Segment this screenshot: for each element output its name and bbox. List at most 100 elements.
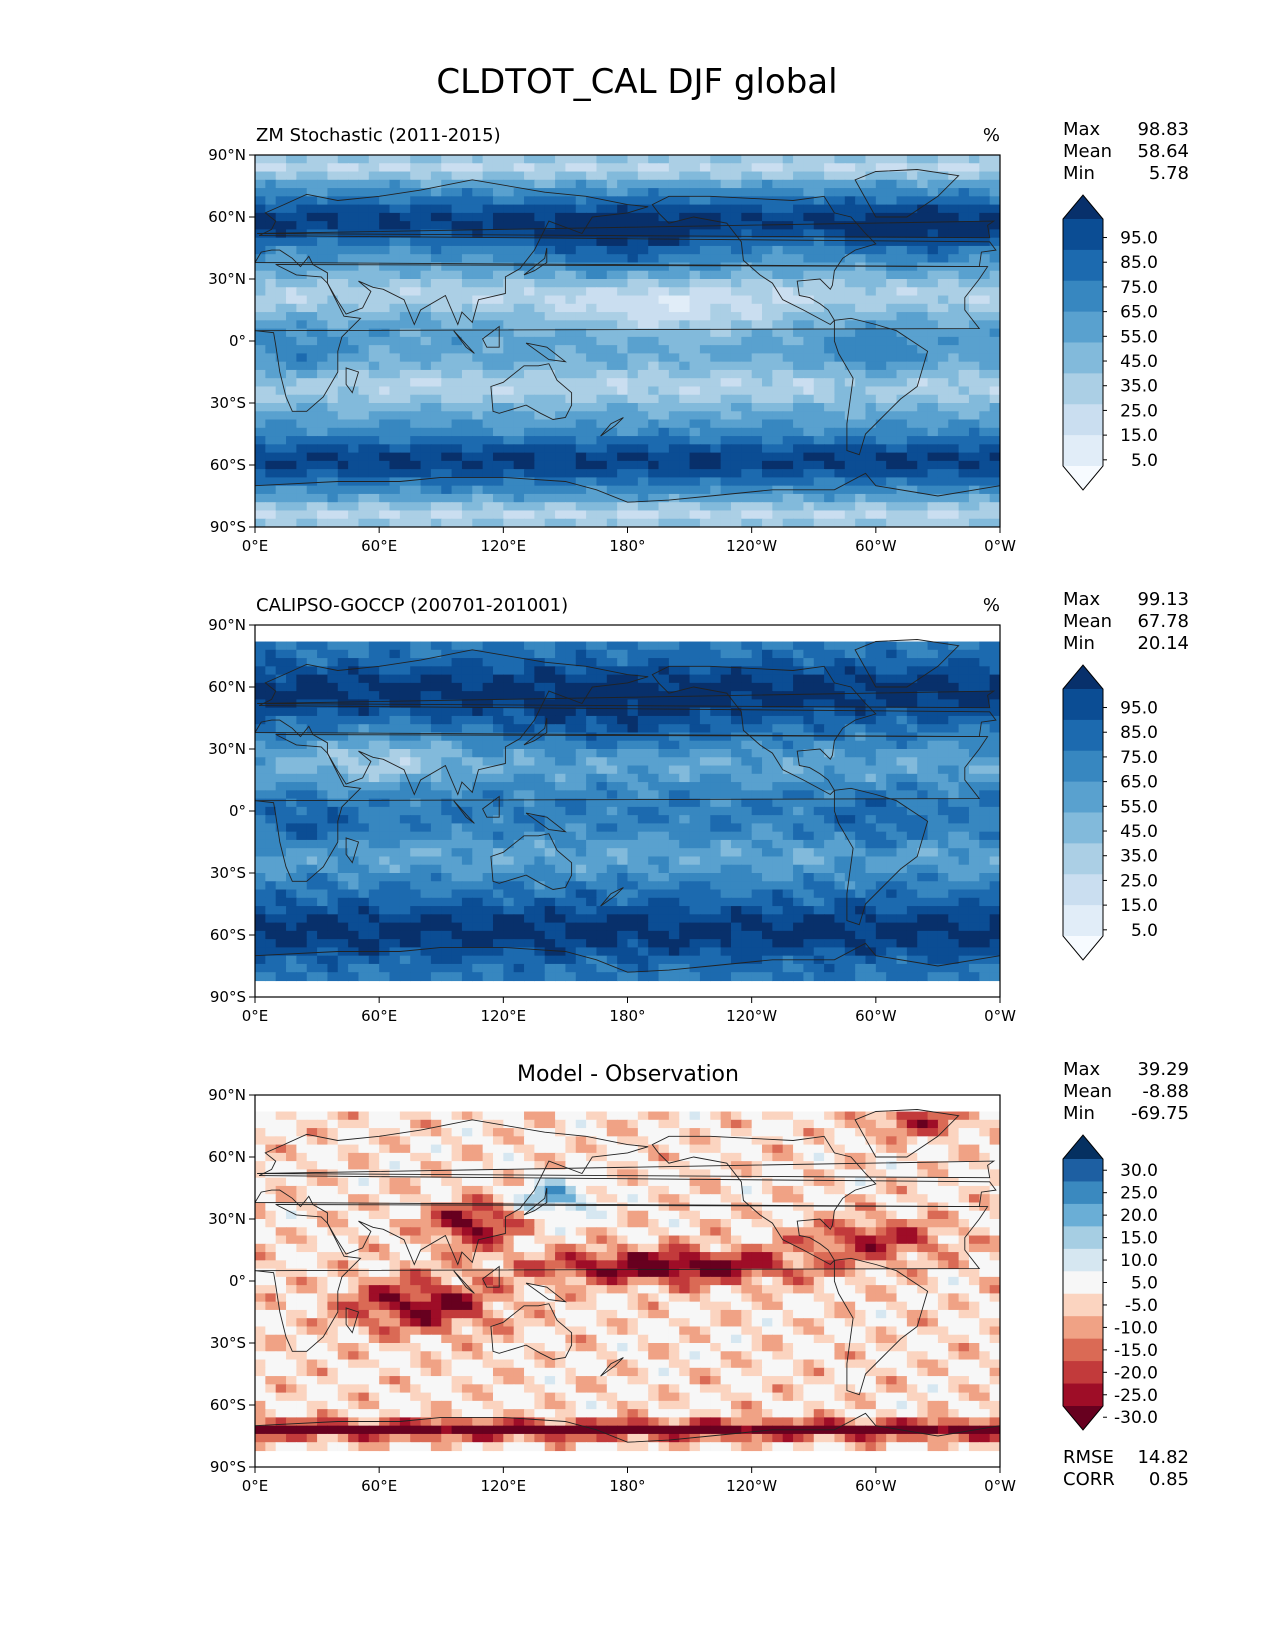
map-cell (430, 204, 442, 214)
map-cell (317, 658, 329, 667)
map-cell (348, 287, 360, 297)
map-cell (389, 724, 401, 734)
map-cell (958, 179, 970, 189)
map-cell (720, 823, 732, 833)
map-cell (627, 658, 639, 667)
map-cell (751, 229, 763, 239)
map-cell (648, 361, 660, 371)
map-cell (255, 510, 266, 520)
panel-model-map (255, 155, 1000, 527)
map-cell (389, 419, 401, 429)
map-cell (306, 403, 318, 412)
map-cell (741, 353, 753, 363)
map-cell (699, 353, 711, 363)
map-cell (379, 724, 391, 734)
map-cell (617, 155, 629, 164)
map-cell (668, 245, 680, 255)
map-cell (772, 171, 784, 181)
map-cell (896, 773, 908, 783)
map-cell (699, 649, 711, 659)
map-cell (824, 419, 836, 429)
map-cell (275, 171, 287, 181)
map-cell (927, 179, 939, 189)
map-cell (565, 353, 577, 363)
map-cell (586, 782, 598, 791)
map-cell (399, 510, 411, 520)
map-cell (368, 237, 380, 247)
map-cell (379, 221, 391, 230)
map-cell (265, 798, 277, 808)
map-cell (482, 204, 494, 214)
map-cell (420, 715, 432, 725)
map-cell (917, 518, 929, 527)
map-cell (689, 229, 701, 239)
map-cell (968, 353, 980, 363)
map-cell (958, 782, 970, 791)
map-cell (451, 270, 463, 280)
map-cell (596, 740, 608, 750)
map-cell (793, 773, 805, 783)
map-cell (358, 649, 370, 659)
map-cell (534, 773, 546, 783)
map-cell (482, 658, 494, 667)
map-cell (958, 279, 970, 288)
map-cell (679, 221, 691, 230)
map-cell (627, 237, 639, 247)
map-cell (503, 790, 515, 800)
map-cell (399, 394, 411, 404)
map-cell (534, 237, 546, 247)
map-cell (275, 345, 287, 354)
map-cell (668, 658, 680, 667)
map-cell (824, 806, 836, 816)
map-cell (710, 815, 722, 824)
map-cell (844, 262, 856, 272)
map-cell (710, 782, 722, 791)
map-cell (348, 485, 360, 495)
map-cell (306, 386, 318, 396)
map-cell (606, 666, 618, 676)
map-cell (937, 485, 949, 495)
map-cell (524, 237, 535, 247)
map-cell (658, 477, 670, 487)
map-cell (762, 237, 773, 247)
map-cell (875, 658, 887, 667)
map-cell (648, 336, 660, 346)
map-cell (430, 749, 442, 758)
map-cell (606, 403, 618, 412)
map-cell (730, 427, 742, 437)
map-cell (937, 691, 949, 700)
map-cell (389, 641, 401, 651)
coastline (453, 330, 475, 354)
map-cell (834, 724, 846, 734)
map-cell (875, 262, 887, 272)
map-cell (627, 715, 639, 725)
map-cell (699, 320, 711, 330)
map-cell (906, 419, 918, 429)
map-cell (606, 237, 618, 247)
map-cell (430, 477, 442, 487)
map-cell (575, 403, 587, 412)
map-cell (296, 419, 308, 429)
map-cell (472, 336, 484, 346)
map-cell (875, 707, 887, 717)
map-cell (855, 212, 867, 222)
map-cell (668, 485, 680, 495)
map-cell (865, 641, 877, 651)
map-cell (824, 798, 836, 808)
map-cell (275, 452, 287, 462)
map-cell (782, 394, 794, 404)
map-cell (379, 179, 391, 189)
map-cell (534, 740, 546, 750)
map-cell (989, 427, 1000, 437)
map-cell (410, 237, 422, 247)
map-cell (617, 815, 629, 824)
map-cell (544, 320, 556, 330)
map-cell (813, 270, 825, 280)
map-cell (989, 303, 1000, 313)
map-cell (710, 320, 722, 330)
map-cell (627, 757, 639, 767)
map-cell (586, 403, 598, 412)
map-cell (730, 361, 742, 371)
map-cell (813, 155, 825, 164)
map-cell (875, 163, 887, 173)
